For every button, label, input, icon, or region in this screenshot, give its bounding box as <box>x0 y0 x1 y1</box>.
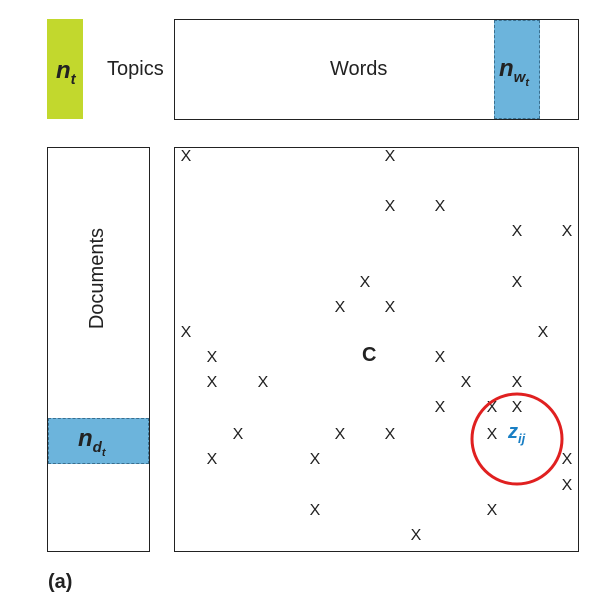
x-mark: X <box>334 426 346 443</box>
x-mark: X <box>180 148 192 165</box>
x-mark: X <box>434 198 446 215</box>
x-mark: X <box>486 502 498 519</box>
x-mark: X <box>410 527 422 544</box>
x-mark: X <box>561 451 573 468</box>
documents-box <box>47 147 150 552</box>
x-mark: X <box>309 502 321 519</box>
n-wt-symbol: nwt <box>499 55 530 89</box>
x-mark: X <box>511 274 523 291</box>
x-mark: X <box>384 426 396 443</box>
topics-label: Topics <box>107 58 164 80</box>
x-mark: X <box>206 451 218 468</box>
x-mark: X <box>232 426 244 443</box>
x-mark: X <box>334 299 346 316</box>
x-mark: X <box>486 399 498 416</box>
x-mark: X <box>561 477 573 494</box>
c-label: C <box>362 344 377 366</box>
x-mark: X <box>206 349 218 366</box>
x-mark: X <box>257 374 269 391</box>
x-mark: X <box>434 349 446 366</box>
n-dt-symbol: ndt <box>78 425 106 459</box>
x-mark: X <box>384 299 396 316</box>
x-mark: X <box>511 399 523 416</box>
document-topic-count-row <box>48 418 149 464</box>
x-mark: X <box>180 324 192 341</box>
word-topic-count-column <box>494 20 540 119</box>
x-mark: X <box>206 374 218 391</box>
x-mark: X <box>309 451 321 468</box>
x-mark: X <box>434 399 446 416</box>
x-mark: X <box>511 223 523 240</box>
x-mark: X <box>486 426 498 443</box>
z-ij-label: zij <box>508 421 526 446</box>
x-mark: X <box>384 148 396 165</box>
x-mark: X <box>537 324 549 341</box>
x-mark: X <box>561 223 573 240</box>
topic-count-bar <box>47 19 83 119</box>
x-mark: X <box>511 374 523 391</box>
words-label: Words <box>330 58 388 80</box>
x-mark: X <box>359 274 371 291</box>
n-t-symbol: nt <box>56 57 76 88</box>
x-mark: X <box>384 198 396 215</box>
figure-caption: (a) <box>48 571 73 593</box>
x-mark: X <box>460 374 472 391</box>
